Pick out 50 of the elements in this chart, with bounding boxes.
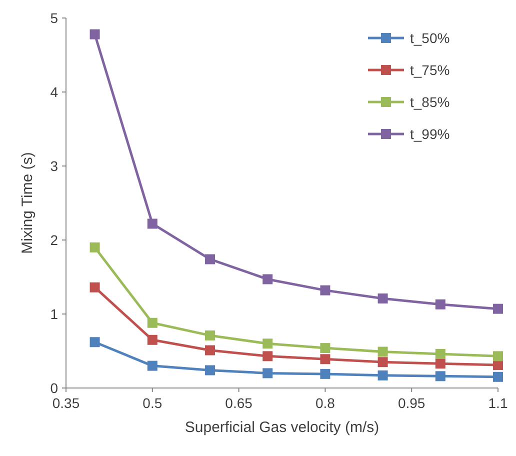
point <box>205 254 215 264</box>
legend-label: t_85% <box>410 94 450 110</box>
legend-label: t_99% <box>410 126 450 142</box>
point <box>262 351 273 362</box>
point <box>378 357 388 368</box>
x-axis-title: Superficial Gas velocity (m/s) <box>184 419 380 436</box>
point <box>320 368 330 379</box>
legend-label: t_50% <box>410 30 450 46</box>
point <box>262 274 273 284</box>
point <box>205 365 215 376</box>
point <box>90 29 100 40</box>
point <box>205 330 215 340</box>
point <box>147 218 158 229</box>
point <box>90 337 100 348</box>
x-tick-label: 0.65 <box>225 395 253 411</box>
y-tick-label: 2 <box>50 232 58 248</box>
point <box>205 345 215 356</box>
point <box>147 318 158 328</box>
y-tick-label: 1 <box>50 306 58 322</box>
y-tick-label: 4 <box>50 84 58 100</box>
point <box>147 360 158 371</box>
x-tick-label: 0.35 <box>52 395 80 411</box>
y-tick-label: 3 <box>50 158 58 174</box>
point <box>493 372 503 382</box>
x-tick-label: 0.5 <box>142 395 162 411</box>
point <box>493 360 503 370</box>
y-tick-label: 0 <box>50 380 58 396</box>
point <box>320 354 330 364</box>
point <box>435 358 446 369</box>
point <box>262 368 273 378</box>
point <box>435 348 446 359</box>
point <box>90 242 100 252</box>
point <box>493 351 503 362</box>
x-tick-label: 0.95 <box>398 395 426 411</box>
point <box>435 299 446 310</box>
point <box>435 371 446 382</box>
point <box>378 346 388 357</box>
legend-label: t_75% <box>410 62 450 78</box>
point <box>378 370 388 380</box>
point <box>493 304 503 314</box>
point <box>90 282 100 292</box>
y-tick-label: 5 <box>50 10 58 26</box>
point <box>262 338 273 349</box>
y-axis-title: Mixing Time (s) <box>19 152 36 254</box>
point <box>378 293 388 304</box>
point <box>320 343 330 354</box>
point <box>147 334 158 345</box>
point <box>320 285 330 296</box>
x-tick-label: 0.8 <box>315 395 336 411</box>
x-tick-label: 1.1 <box>488 395 508 411</box>
